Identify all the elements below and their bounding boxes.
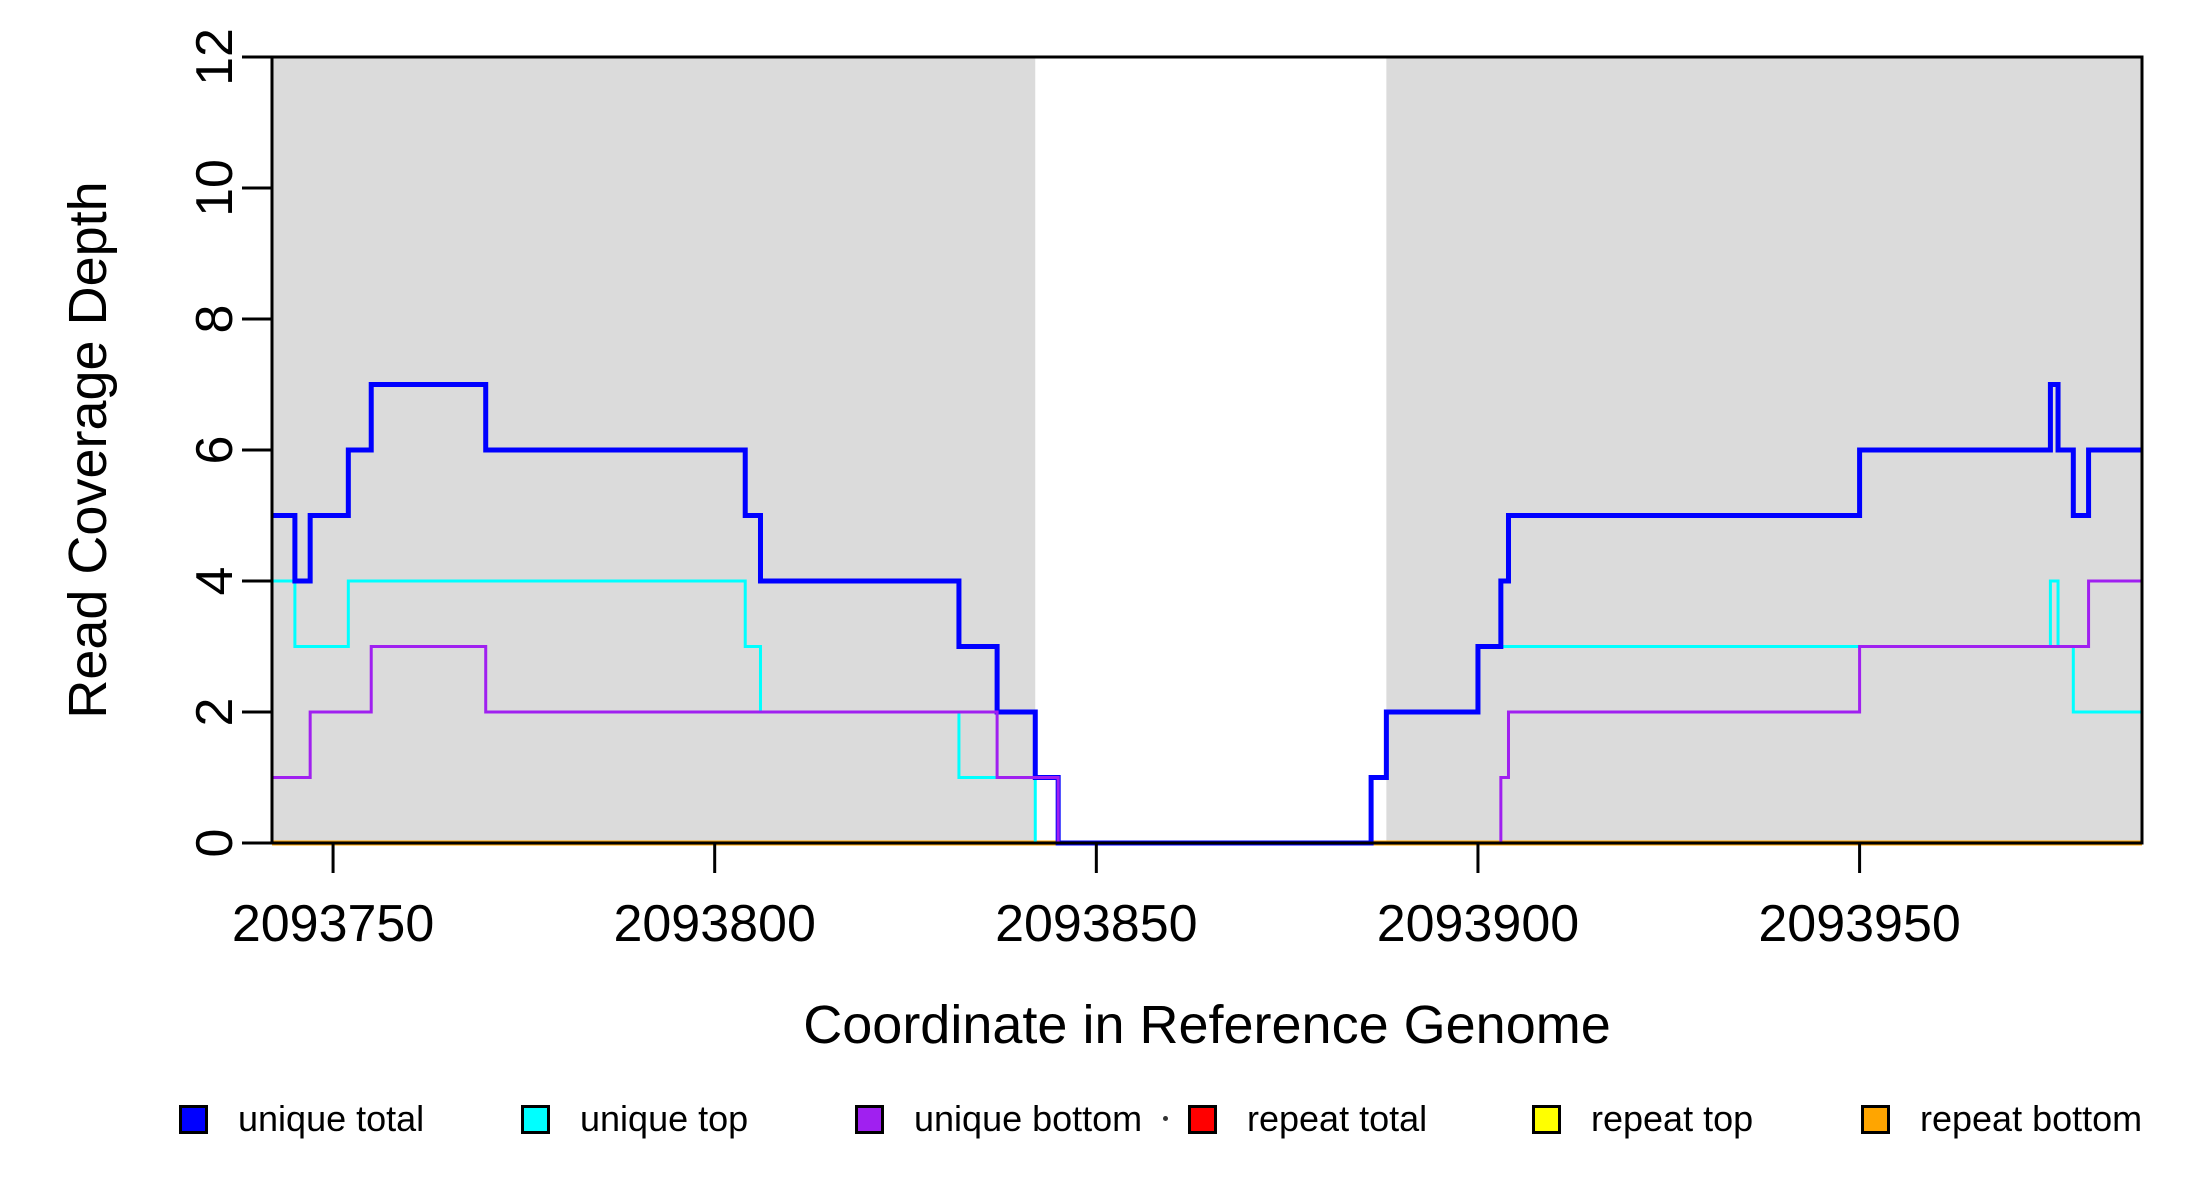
legend-swatch [1861,1104,1890,1134]
legend-entry-repeat-top: repeat top [1532,1098,1753,1139]
legend-entry-repeat-bottom: repeat bottom [1861,1098,2142,1139]
legend-entry-repeat-total: repeat total [1188,1098,1427,1139]
legend-swatch [179,1104,208,1134]
legend-entry-unique-total: unique total [179,1098,424,1139]
legend-label: repeat top [1591,1098,1754,1139]
y-tick-label: 2 [186,698,244,727]
x-tick-label: 2093750 [232,895,434,953]
x-tick-label: 2093950 [1758,895,1960,953]
legend-swatch [1188,1104,1217,1134]
y-tick-label: 4 [186,567,244,596]
x-tick-label: 2093800 [613,895,815,953]
y-tick-label: 12 [186,28,244,86]
y-axis-title: Read Coverage Depth [58,181,118,719]
legend-entry-unique-top: unique top [521,1098,748,1139]
legend-label: unique top [580,1098,749,1139]
legend-label: unique total [238,1098,425,1139]
x-tick-label: 2093900 [1377,895,1579,953]
legend-label: repeat bottom [1920,1098,2143,1139]
stray-mark [1163,1116,1168,1121]
legend-swatch [855,1104,884,1134]
legend-swatch [521,1104,550,1134]
legend-label: repeat total [1247,1098,1428,1139]
y-tick-label: 6 [186,436,244,465]
x-tick-label: 2093850 [995,895,1197,953]
y-tick-label: 8 [186,305,244,334]
legend-entry-unique-bottom: unique bottom [855,1098,1142,1139]
legend-swatch [1532,1104,1561,1134]
y-tick-label: 0 [186,829,244,858]
y-tick-label: 10 [186,159,244,217]
series-unique-bottom [272,579,2142,845]
legend-label: unique bottom [914,1098,1143,1139]
x-axis-title: Coordinate in Reference Genome [803,995,1611,1055]
